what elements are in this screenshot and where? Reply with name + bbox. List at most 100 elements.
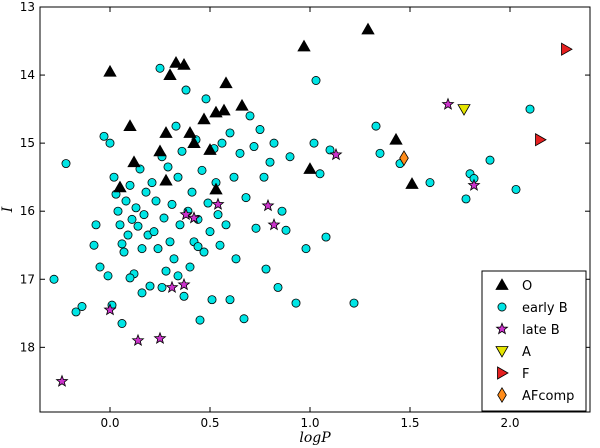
legend-marker [497,387,507,403]
data-point-early-b [77,302,87,311]
data-point-o [203,143,217,155]
data-point-o [153,144,167,157]
data-point-early-b [131,203,141,213]
x-tick-label: 2.0 [500,416,519,430]
data-point-early-b [265,157,275,167]
data-point-early-b [89,240,99,250]
data-point-early-b [115,220,125,230]
legend-box [481,270,587,412]
data-point-late-b [177,277,191,291]
data-point-early-b [61,159,71,169]
data-point-early-b [201,94,211,104]
data-point-early-b [163,162,173,172]
data-point-early-b [173,172,183,182]
data-point-early-b [121,196,131,206]
data-point-o [217,103,231,116]
data-point-early-b [207,295,217,305]
data-point-early-b [199,247,209,257]
data-point-early-b [167,199,177,209]
data-point-early-b [151,196,161,206]
data-point-o [127,155,141,168]
data-point-o [159,126,173,138]
data-point-o [187,136,201,149]
data-point-early-b [149,227,159,237]
data-point-early-b [103,271,113,281]
y-tick-label: 15 [20,136,35,150]
data-point-early-b [301,244,311,254]
data-point-early-b [321,232,331,242]
data-point-early-b [245,111,255,121]
legend-entry: AFcomp [522,389,574,404]
data-point-early-b [285,152,295,162]
data-point-early-b [125,273,135,283]
data-point-early-b [175,220,185,230]
data-point-early-b [249,142,259,152]
data-point-early-b [99,131,109,141]
data-point-late-b [165,280,179,293]
data-point-early-b [525,104,535,114]
data-point-early-b [181,85,191,95]
data-point-o [197,112,211,125]
data-point-f [561,42,573,56]
data-point-early-b [425,178,435,188]
data-point-early-b [375,148,385,158]
data-point-early-b [125,180,135,190]
data-point-early-b [141,187,151,197]
data-point-early-b [221,220,231,230]
data-point-o [389,132,403,145]
data-point-early-b [197,165,207,175]
x-tick-label: 1.0 [300,416,319,430]
data-point-late-b [55,374,69,387]
data-point-early-b [113,206,123,216]
y-tick-label: 13 [20,0,35,14]
data-point-late-b [131,333,145,347]
legend-marker [497,366,509,380]
data-point-o [219,76,233,89]
data-point-early-b [117,319,127,328]
data-point-early-b [91,220,101,230]
data-point-early-b [269,138,279,148]
data-point-early-b [281,225,291,235]
data-point-early-b [205,227,215,237]
data-point-late-b [187,211,201,224]
data-point-early-b [485,155,495,165]
y-axis-label: I [0,206,16,213]
data-point-early-b [277,206,287,216]
x-tick-label: 0.5 [200,416,219,430]
legend-marker [495,278,509,290]
data-point-o [183,126,197,138]
data-point-early-b [229,172,239,182]
data-point-late-b [267,217,281,231]
data-point-early-b [291,298,301,308]
legend-entry: A [522,345,531,360]
data-point-early-b [187,187,197,197]
y-tick-label: 16 [20,204,35,218]
data-point-early-b [195,315,205,325]
data-point-early-b [213,210,223,220]
data-point-late-b [441,97,455,110]
legend-marker [495,346,509,358]
data-point-late-b [103,303,117,316]
data-point-early-b [371,121,381,131]
data-point-o [103,64,117,77]
x-axis-label: logP [299,430,331,446]
data-point-early-b [145,281,155,291]
data-point-late-b [211,197,225,210]
data-point-early-b [137,244,147,254]
data-point-late-b [329,147,343,161]
data-point-early-b [315,169,325,179]
data-point-early-b [153,244,163,254]
data-point-f [535,133,547,147]
data-point-late-b [153,331,167,345]
data-point-o [169,56,183,68]
data-point-early-b [95,262,105,272]
data-point-early-b [231,254,241,264]
data-point-early-b [185,262,195,272]
data-point-early-b [71,307,81,317]
data-point-early-b [203,198,213,208]
data-point-afcomp [399,150,409,167]
data-point-early-b [255,125,265,135]
data-point-early-b [349,298,359,308]
data-point-o [297,39,311,52]
